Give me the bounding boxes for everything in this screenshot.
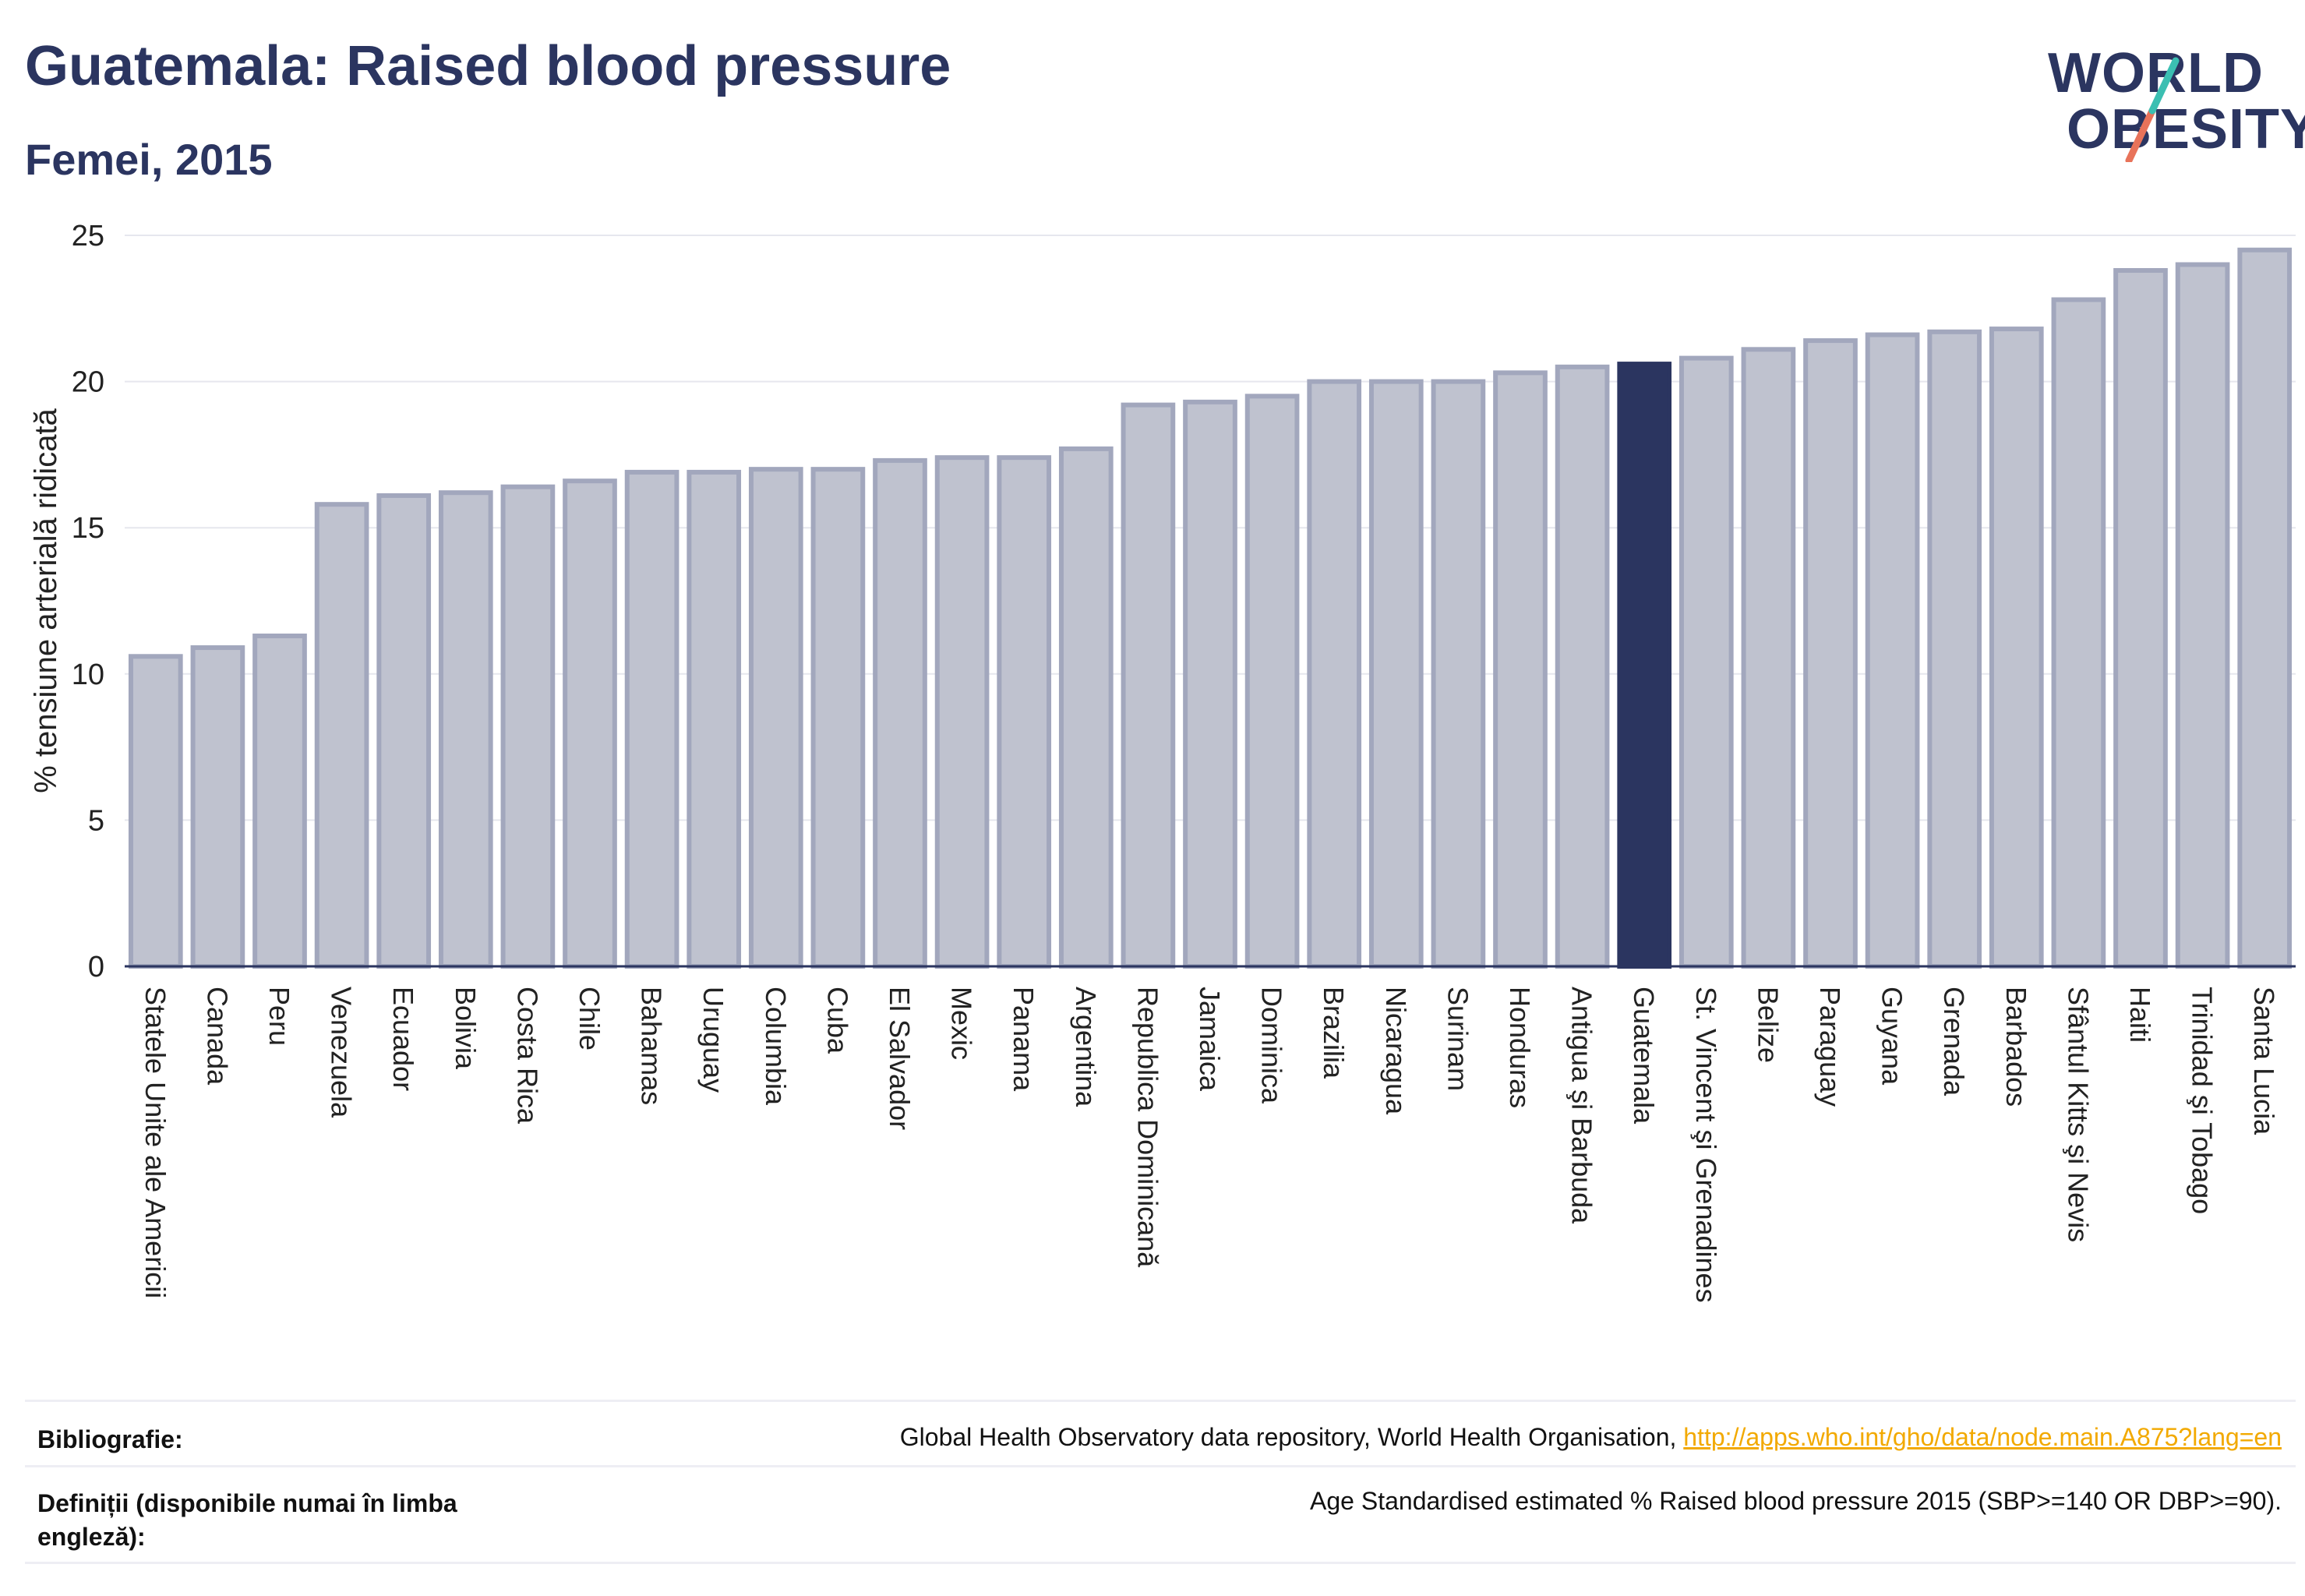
x-tick-label: Bolivia xyxy=(450,987,482,1070)
bar xyxy=(1183,399,1237,969)
definitions-label: Definiții (disponibile numai în limba en… xyxy=(37,1489,457,1552)
bar xyxy=(1741,347,1796,969)
x-tick-label: Belize xyxy=(1752,987,1784,1063)
x-tick-label: St. Vincent şi Grenadines xyxy=(1690,987,1722,1303)
bar xyxy=(376,493,432,969)
bar xyxy=(748,467,803,969)
bibliography-text: Global Health Observatory data repositor… xyxy=(899,1423,1684,1451)
bar xyxy=(1121,402,1176,969)
bar xyxy=(1865,332,1920,969)
logo-line-2: OBESITY xyxy=(2067,98,2305,161)
definitions-text: Age Standardised estimated % Raised bloo… xyxy=(1310,1487,2282,1515)
bar xyxy=(1307,379,1362,969)
x-tick-label: Santa Lucia xyxy=(2248,987,2280,1135)
bar xyxy=(1678,355,1734,969)
bar xyxy=(687,469,742,969)
bar xyxy=(500,484,556,969)
bar xyxy=(1244,394,1300,969)
x-tick-label: Guatemala xyxy=(1628,987,1660,1125)
bibliography-label: Bibliografie: xyxy=(37,1425,183,1453)
y-tick-label: 5 xyxy=(88,804,104,837)
x-tick-label: Grenada xyxy=(1938,987,1970,1096)
bar xyxy=(2113,268,2168,969)
bar xyxy=(128,654,183,969)
chart-subtitle: Femei, 2015 xyxy=(25,135,273,184)
x-tick-label: Bahamas xyxy=(636,987,668,1105)
x-tick-label: Statele Unite ale Americii xyxy=(139,987,171,1298)
bar xyxy=(1927,329,1982,969)
y-tick-label: 15 xyxy=(72,512,104,545)
y-tick-label: 25 xyxy=(72,220,104,252)
x-tick-label: Sfântul Kitts şi Nevis xyxy=(2062,987,2094,1242)
bar xyxy=(873,457,927,969)
y-tick-label: 20 xyxy=(72,366,104,399)
bar xyxy=(624,469,679,969)
x-tick-label: Antigua şi Barbuda xyxy=(1566,987,1598,1224)
x-tick-label: Panama xyxy=(1008,987,1040,1092)
x-tick-label: El Salvador xyxy=(884,987,916,1130)
x-tick-label: Trinidad şi Tobago xyxy=(2187,987,2219,1214)
bar xyxy=(2175,262,2230,969)
bar xyxy=(2237,247,2293,969)
logo-slash-icon xyxy=(2125,57,2180,162)
bar xyxy=(997,455,1052,969)
bar xyxy=(252,634,307,969)
bar xyxy=(563,478,617,969)
footer-divider xyxy=(25,1562,2296,1564)
x-tick-label: Argentina xyxy=(1070,987,1102,1107)
x-tick-label: Peru xyxy=(263,987,295,1046)
x-tick-label: Nicaragua xyxy=(1380,987,1412,1115)
bar xyxy=(1555,364,1610,969)
logo-line-1: WORLD xyxy=(2048,42,2264,104)
chart-title: Guatemala: Raised blood pressure xyxy=(25,35,951,97)
bar xyxy=(1431,379,1486,969)
x-tick-label: Barbados xyxy=(2000,987,2032,1107)
x-tick-label: Costa Rica xyxy=(511,987,543,1125)
x-tick-label: Venezuela xyxy=(326,987,358,1118)
bar xyxy=(1803,338,1858,969)
bar xyxy=(314,502,369,969)
x-tick-label: Uruguay xyxy=(697,987,729,1093)
bar xyxy=(1617,362,1672,969)
x-tick-label: Columbia xyxy=(760,987,792,1106)
x-tick-label: Republica Dominicană xyxy=(1131,987,1163,1268)
bar xyxy=(2051,297,2106,969)
bar xyxy=(934,455,990,969)
x-tick-label: Brazilia xyxy=(1318,987,1350,1079)
bar xyxy=(1493,370,1548,969)
x-tick-label: Cuba xyxy=(821,987,853,1054)
x-tick-label: Dominica xyxy=(1256,987,1288,1104)
world-obesity-logo: WORLD OBESITY xyxy=(2048,30,2305,162)
bar xyxy=(438,490,493,969)
bar xyxy=(810,467,866,969)
x-tick-label: Chile xyxy=(574,987,605,1050)
footer-divider xyxy=(25,1400,2296,1402)
bibliography-link[interactable]: http://apps.who.int/gho/data/node.main.A… xyxy=(1683,1423,2282,1451)
x-tick-label: Jamaica xyxy=(1194,987,1226,1092)
x-tick-label: Guyana xyxy=(1876,987,1908,1086)
y-tick-label: 0 xyxy=(88,951,104,983)
bar xyxy=(1989,327,2044,969)
x-tick-label: Ecuador xyxy=(387,987,419,1091)
bar xyxy=(1058,446,1114,969)
x-tick-label: Surinam xyxy=(1442,987,1474,1091)
bibliography-value: Global Health Observatory data repositor… xyxy=(900,1423,2282,1452)
x-tick-label: Haiti xyxy=(2124,987,2156,1043)
bar xyxy=(190,645,245,969)
footer-divider xyxy=(25,1465,2296,1467)
y-tick-label: 10 xyxy=(72,659,104,691)
x-tick-label: Paraguay xyxy=(1814,987,1846,1107)
x-tick-label: Honduras xyxy=(1504,987,1536,1108)
bar xyxy=(1368,379,1424,969)
bar-chart: 0 5 10 15 20 25 % tensiune arterială ridicată S… xyxy=(29,220,2296,1303)
x-tick-label: Canada xyxy=(201,987,233,1086)
y-axis-label: % tensiune arterială ridicată xyxy=(29,408,63,793)
x-tick-label: Mexic xyxy=(946,987,978,1060)
